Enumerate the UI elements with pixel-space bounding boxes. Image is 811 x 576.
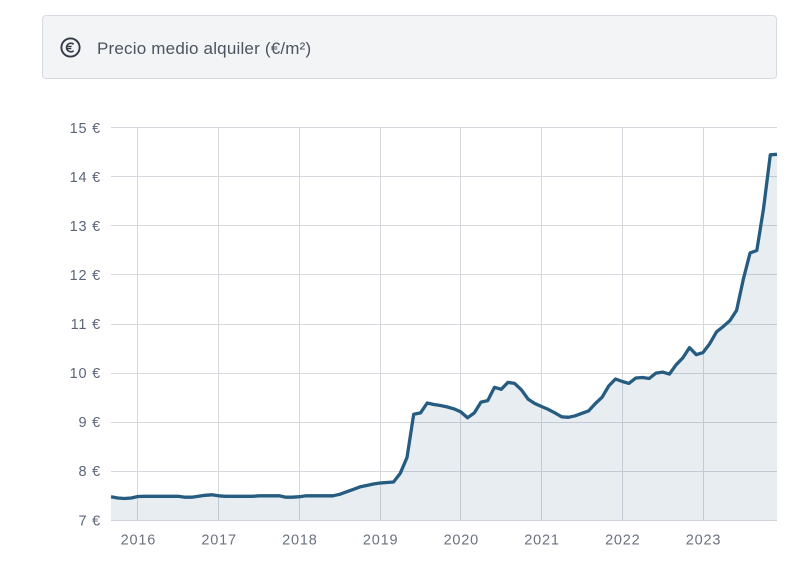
svg-text:13 €: 13 € — [70, 219, 101, 235]
svg-text:2022: 2022 — [605, 533, 640, 549]
svg-text:2021: 2021 — [524, 533, 559, 549]
svg-text:12 €: 12 € — [70, 268, 101, 284]
svg-text:8 €: 8 € — [78, 464, 101, 480]
svg-text:2019: 2019 — [363, 533, 398, 549]
svg-text:9 €: 9 € — [78, 415, 101, 431]
svg-text:2017: 2017 — [201, 533, 236, 549]
svg-text:2023: 2023 — [686, 533, 721, 549]
svg-text:10 €: 10 € — [70, 366, 101, 382]
svg-text:11 €: 11 € — [71, 317, 101, 333]
svg-text:2018: 2018 — [282, 533, 317, 549]
svg-text:14 €: 14 € — [70, 170, 101, 186]
svg-text:7 €: 7 € — [78, 513, 101, 529]
svg-text:2020: 2020 — [444, 533, 479, 549]
svg-text:15 €: 15 € — [70, 121, 101, 137]
svg-text:2016: 2016 — [121, 533, 156, 549]
